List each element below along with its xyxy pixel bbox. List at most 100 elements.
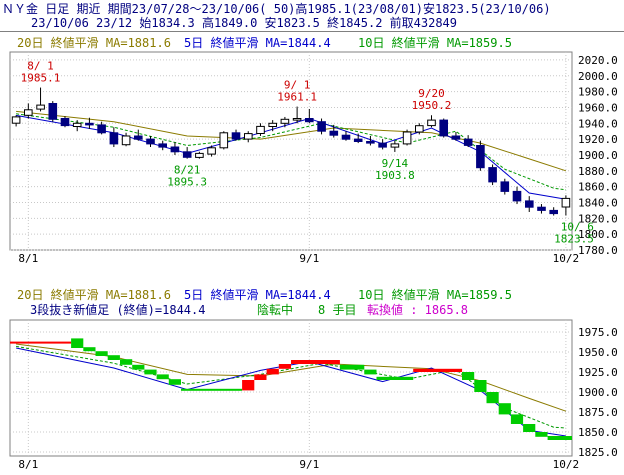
- renko-block-down: [535, 432, 548, 437]
- renko-block-up: [10, 341, 72, 344]
- candle-down: [378, 142, 387, 148]
- renko-block-up: [254, 374, 267, 380]
- renko-info-count: 8 手目: [318, 303, 357, 317]
- x-tick-label: 8/1: [18, 458, 38, 471]
- y-tick-label: 1920.0: [578, 133, 618, 146]
- candle-down: [500, 181, 510, 192]
- annotation-date: 8/21: [174, 164, 201, 177]
- x-tick-label: 9/1: [299, 458, 319, 471]
- renko-block-down: [132, 364, 145, 370]
- candle-up: [280, 118, 290, 124]
- renko-block-down: [547, 436, 572, 440]
- candle-down: [329, 130, 339, 136]
- renko-info-state: 陰転中: [257, 303, 294, 317]
- title-bar: ＮＹ金 日足 期近 期間23/07/28～23/10/06( 50)高1985.…: [0, 0, 624, 32]
- lower-legend-ma5: 5日 終値平滑 MA=1844.4: [184, 288, 331, 302]
- candle-up: [11, 116, 21, 124]
- renko-block-down: [498, 403, 511, 415]
- y-tick-label: 2020.0: [578, 54, 618, 67]
- y-tick-label: 1900.0: [578, 386, 618, 399]
- candle-down: [182, 151, 192, 158]
- candle-up: [390, 143, 400, 148]
- renko-block-down: [181, 388, 243, 391]
- renko-block-up: [242, 380, 255, 391]
- renko-block-down: [339, 364, 365, 370]
- annotation-date: 8/ 1: [27, 60, 54, 73]
- renko-block-down: [107, 355, 120, 360]
- header-line2: 23/10/06 23/12 始1834.3 高1849.0 安1823.5 終…: [31, 16, 458, 30]
- annotation-value: 1961.1: [277, 91, 317, 104]
- lower-legend-ma10: 10日 終値平滑 MA=1859.5: [358, 288, 512, 302]
- annotation-value: 1823.5: [554, 233, 594, 246]
- x-tick-label: 9/1: [299, 252, 319, 265]
- candle-up: [219, 132, 229, 149]
- renko-block-up: [291, 360, 340, 364]
- annotation-date: 9/20: [418, 87, 445, 100]
- candle-up: [256, 125, 265, 135]
- candle-down: [488, 167, 497, 183]
- renko-info-value: 3段抜き新値足 (終値)=1844.4: [30, 303, 206, 317]
- x-tick-label: 10/2: [553, 458, 580, 471]
- candle-down: [341, 134, 351, 140]
- candle-up: [244, 133, 253, 140]
- candle-up: [402, 131, 412, 145]
- candle-down: [85, 122, 94, 126]
- candle-up: [36, 104, 45, 110]
- y-tick-label: 1860.0: [578, 181, 618, 194]
- candle-up: [207, 147, 216, 155]
- candle-down: [134, 135, 143, 140]
- renko-block-up: [278, 364, 291, 369]
- candle-down: [476, 145, 485, 169]
- annotation-value: 1950.2: [412, 99, 452, 112]
- candle-down: [170, 146, 180, 153]
- renko-block-up: [266, 368, 279, 375]
- candle-down: [146, 138, 155, 145]
- y-tick-label: 1900.0: [578, 149, 618, 162]
- x-tick-label: 10/2: [553, 252, 580, 265]
- panel-frame: [9, 319, 573, 457]
- candle-down: [451, 135, 461, 140]
- y-tick-label: 2000.0: [578, 70, 618, 83]
- renko-block-down: [462, 372, 475, 380]
- renko-block-down: [523, 424, 536, 432]
- renko-block-down: [364, 369, 377, 375]
- candle-down: [537, 206, 546, 211]
- candle-down: [439, 119, 448, 137]
- candle-up: [72, 122, 82, 128]
- y-tick-label: 1820.0: [578, 212, 618, 225]
- lower-legend-ma20: 20日 終値平滑 MA=1881.6: [17, 288, 171, 302]
- y-tick-label: 1780.0: [578, 244, 618, 257]
- renko-block-down: [486, 392, 499, 404]
- y-tick-label: 1840.0: [578, 196, 618, 209]
- candle-down: [549, 209, 559, 215]
- renko-block-down: [144, 369, 157, 375]
- renko-block-down: [156, 374, 169, 380]
- annotation-date: 9/ 1: [284, 79, 311, 92]
- candle-up: [292, 118, 302, 121]
- renko-block-down: [376, 376, 414, 380]
- candle-down: [366, 141, 375, 144]
- y-tick-label: 1940.0: [578, 117, 618, 130]
- panel-frame: [9, 51, 573, 251]
- candle-down: [60, 118, 70, 127]
- y-tick-label: 1925.0: [578, 366, 618, 379]
- candle-up: [427, 119, 436, 127]
- annotation-value: 1895.3: [167, 176, 207, 189]
- renko-block-down: [510, 414, 524, 424]
- y-tick-label: 1875.0: [578, 406, 618, 419]
- candle-down: [305, 118, 314, 123]
- upper-legend-ma10: 10日 終値平滑 MA=1859.5: [358, 36, 512, 50]
- candle-up: [195, 152, 204, 158]
- y-tick-label: 1960.0: [578, 101, 618, 114]
- annotation-value: 1903.8: [375, 169, 415, 182]
- candle-down: [48, 103, 58, 120]
- candle-down: [317, 121, 326, 132]
- header-line1: ＮＹ金 日足 期近 期間23/07/28～23/10/06( 50)高1985.…: [2, 2, 551, 16]
- candle-down: [109, 132, 119, 145]
- y-tick-label: 1825.0: [578, 446, 618, 459]
- y-tick-label: 1980.0: [578, 86, 618, 99]
- renko-block-down: [83, 347, 96, 352]
- y-tick-label: 1850.0: [578, 426, 618, 439]
- renko-block-down: [71, 338, 84, 348]
- candle-up: [415, 125, 424, 133]
